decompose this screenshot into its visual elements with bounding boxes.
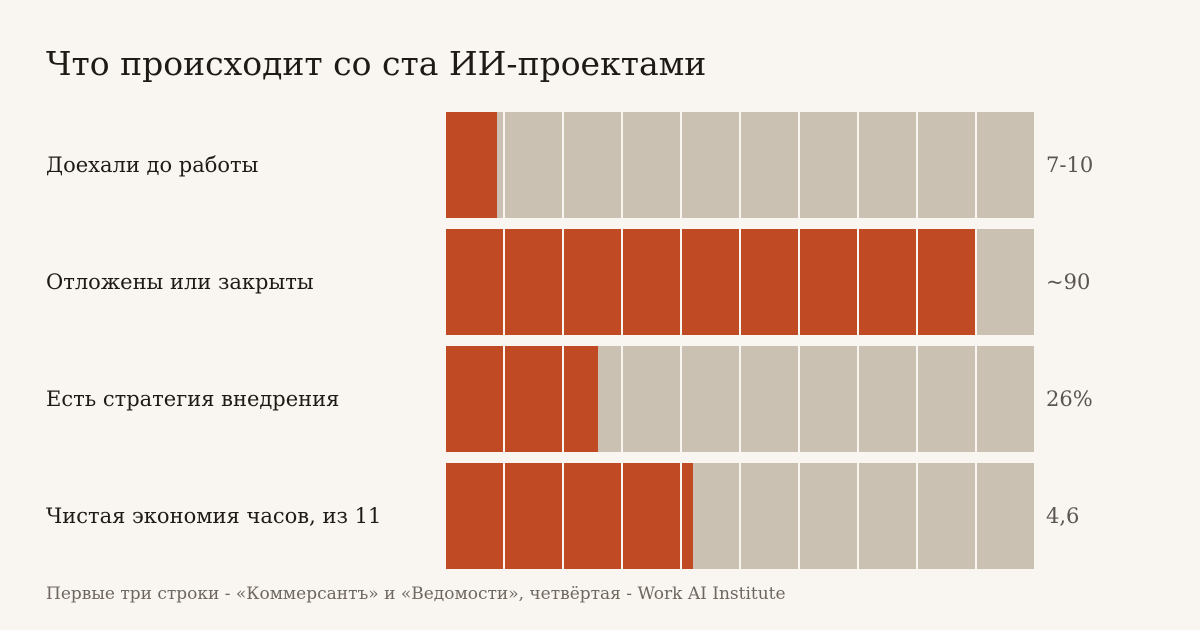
waffle-cell: [682, 112, 739, 218]
waffle-cell: [623, 463, 680, 569]
waffle-cell: [918, 346, 975, 452]
waffle-cell: [918, 112, 975, 218]
waffle-cell: [977, 346, 1034, 452]
waffle-cell: [564, 112, 621, 218]
waffle-cell-fill: [564, 346, 599, 452]
waffle-cell: [564, 229, 621, 335]
waffle-cell-fill: [682, 229, 739, 335]
waffle-cell-fill: [446, 463, 503, 569]
waffle-cell: [682, 463, 739, 569]
row-label: Доехали до работы: [46, 153, 259, 177]
waffle-cell-fill: [505, 463, 562, 569]
chart-title: Что происходит со ста ИИ-проектами: [46, 44, 707, 83]
waffle-cell: [977, 463, 1034, 569]
waffle-cell: [623, 346, 680, 452]
row-value: 4,6: [1046, 504, 1080, 528]
waffle-cell: [446, 229, 503, 335]
row-value: ~90: [1046, 270, 1091, 294]
waffle-cell-fill: [623, 463, 680, 569]
waffle-cell: [800, 346, 857, 452]
waffle-cell: [564, 346, 621, 452]
waffle-cell-fill: [446, 229, 503, 335]
waffle-cell: [446, 112, 503, 218]
waffle-cell-fill: [918, 229, 975, 335]
source-note: Первые три строки - «Коммерсантъ» и «Вед…: [46, 584, 786, 604]
waffle-cell: [741, 112, 798, 218]
waffle-cell: [682, 229, 739, 335]
waffle-cell: [505, 346, 562, 452]
waffle-bar: [446, 112, 1034, 218]
waffle-cell: [623, 112, 680, 218]
waffle-cell: [741, 346, 798, 452]
waffle-cell: [741, 229, 798, 335]
waffle-cell-fill: [741, 229, 798, 335]
waffle-cell: [446, 463, 503, 569]
waffle-cell: [977, 112, 1034, 218]
row-label: Отложены или закрыты: [46, 270, 314, 294]
waffle-cell: [505, 463, 562, 569]
waffle-cell-fill: [859, 229, 916, 335]
waffle-cell: [918, 463, 975, 569]
waffle-cell: [859, 463, 916, 569]
waffle-cell: [623, 229, 680, 335]
waffle-cell: [682, 346, 739, 452]
waffle-cell-fill: [505, 346, 562, 452]
waffle-cell-fill: [505, 229, 562, 335]
waffle-cell-fill: [682, 463, 694, 569]
waffle-bar: [446, 346, 1034, 452]
row-value: 26%: [1046, 387, 1093, 411]
waffle-cell: [800, 229, 857, 335]
waffle-cell: [859, 229, 916, 335]
row-label: Есть стратегия внедрения: [46, 387, 340, 411]
waffle-cell-fill: [800, 229, 857, 335]
row-value: 7-10: [1046, 153, 1094, 177]
waffle-cell-fill: [564, 463, 621, 569]
waffle-cell: [800, 463, 857, 569]
waffle-cell: [446, 346, 503, 452]
waffle-cell: [859, 112, 916, 218]
waffle-bar: [446, 229, 1034, 335]
waffle-cell: [505, 112, 562, 218]
waffle-cell-fill: [623, 229, 680, 335]
waffle-cell-fill: [564, 229, 621, 335]
waffle-bar: [446, 463, 1034, 569]
waffle-cell: [977, 229, 1034, 335]
waffle-cell: [505, 229, 562, 335]
waffle-cell-fill: [446, 112, 498, 218]
waffle-cell: [918, 229, 975, 335]
waffle-cell: [564, 463, 621, 569]
waffle-cell: [741, 463, 798, 569]
waffle-cell: [859, 346, 916, 452]
waffle-cell: [800, 112, 857, 218]
row-label: Чистая экономия часов, из 11: [46, 504, 382, 528]
waffle-cell-fill: [446, 346, 503, 452]
